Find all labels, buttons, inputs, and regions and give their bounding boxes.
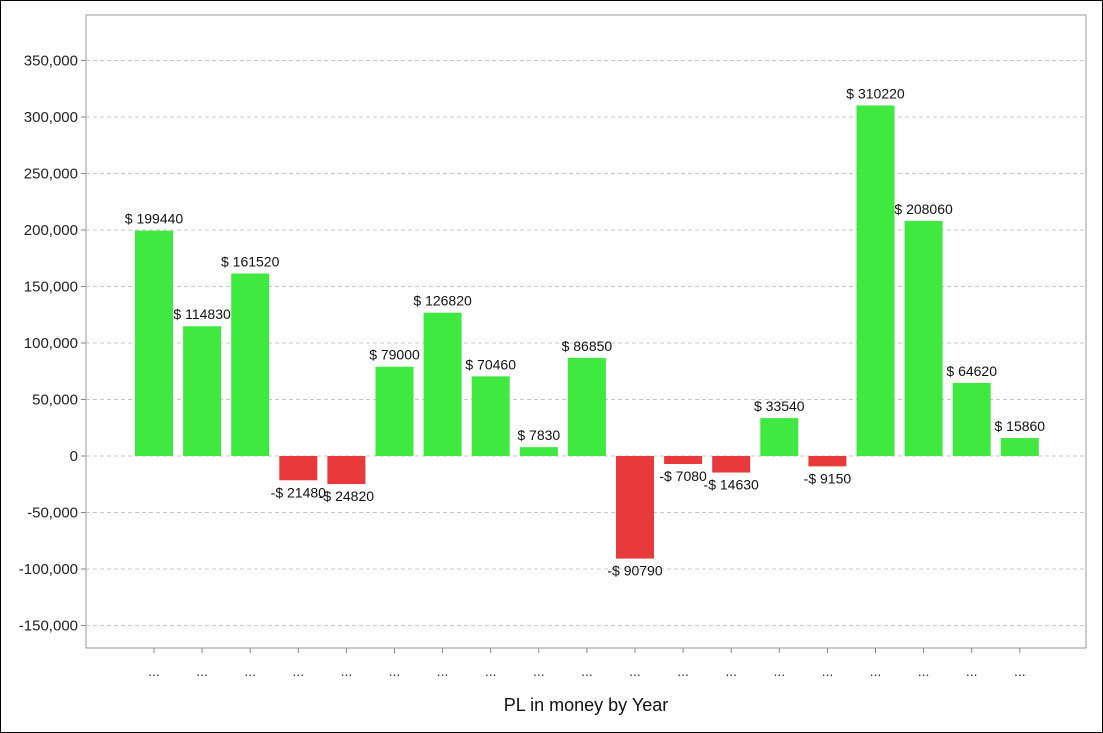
bar-value-label: $ 15860 xyxy=(994,418,1045,434)
bar xyxy=(808,456,847,467)
bar xyxy=(135,230,173,456)
x-category-label: ... xyxy=(341,663,353,679)
bar-value-label: $ 208060 xyxy=(894,201,953,217)
x-category-label: ... xyxy=(677,663,689,679)
bar-value-label: $ 114830 xyxy=(173,306,231,322)
y-tick-label: 250,000 xyxy=(24,166,78,183)
y-tick-label: 200,000 xyxy=(24,222,78,239)
x-category-label: ... xyxy=(292,663,304,679)
bar-value-label: -$ 7080 xyxy=(659,468,707,484)
x-category-label: ... xyxy=(773,663,785,679)
y-axis-ticks: -150,000 -100,000 -50,000 0 50,000 100,000 150… xyxy=(19,53,86,635)
bar xyxy=(471,376,510,456)
x-category-label: ... xyxy=(822,663,834,679)
y-tick-label: 0 xyxy=(70,448,78,465)
bar-value-label: $ 126820 xyxy=(413,293,472,309)
bar-value-label: -$ 90790 xyxy=(607,563,662,579)
bar xyxy=(567,357,606,456)
bar xyxy=(760,418,799,456)
bar-value-label: $ 310220 xyxy=(846,85,905,101)
y-tick-label: 150,000 xyxy=(24,279,78,296)
bar-value-label: $ 86850 xyxy=(562,338,613,354)
bar-value-label: $ 79000 xyxy=(369,347,420,363)
bar xyxy=(856,105,895,456)
y-tick-label: -100,000 xyxy=(19,561,78,578)
bar-value-label: -$ 9150 xyxy=(804,470,852,486)
y-tick-label: 350,000 xyxy=(24,53,78,70)
bar xyxy=(1000,438,1039,456)
y-tick-label: 300,000 xyxy=(24,109,78,126)
y-tick-label: 50,000 xyxy=(32,392,78,409)
bar xyxy=(952,382,991,456)
data-labels: $ 199440 $ 114830 $ 161520 -$ 21480-$ 24820… xyxy=(125,85,1046,578)
x-category-label: ... xyxy=(870,663,882,679)
x-category-label: ... xyxy=(725,663,737,679)
bar xyxy=(664,456,703,465)
bar-value-label: $ 199440 xyxy=(125,211,184,227)
bar-value-label: -$ 14630 xyxy=(704,477,759,493)
x-category-label: ... xyxy=(148,663,160,679)
y-tick-label: -50,000 xyxy=(27,505,78,522)
x-category-label: ... xyxy=(629,663,641,679)
y-tick-label: -150,000 xyxy=(19,618,78,635)
x-category-label: ... xyxy=(389,663,401,679)
x-category-label: ... xyxy=(437,663,449,679)
bar-value-label: $ 33540 xyxy=(754,398,805,414)
bar xyxy=(327,456,366,485)
x-category-label: ... xyxy=(918,663,930,679)
bar xyxy=(279,456,318,481)
x-axis-categories: ........................................… xyxy=(148,648,1026,679)
x-category-label: ... xyxy=(485,663,497,679)
x-category-label: ... xyxy=(196,663,208,679)
bar xyxy=(712,456,751,473)
bar-value-label: $ 7830 xyxy=(517,427,560,443)
bar xyxy=(183,326,222,456)
bar-value-label: $ 70460 xyxy=(465,356,516,372)
bar-value-label: $ 64620 xyxy=(946,363,997,379)
bar xyxy=(904,220,943,456)
bars xyxy=(135,105,1039,559)
x-category-label: ... xyxy=(244,663,256,679)
bar xyxy=(616,456,654,559)
x-category-label: ... xyxy=(581,663,593,679)
x-category-label: ... xyxy=(1014,663,1026,679)
x-category-label: ... xyxy=(533,663,545,679)
bar-value-label: -$ 24820 xyxy=(319,488,374,504)
bar xyxy=(519,447,558,456)
x-axis-title: PL in money by Year xyxy=(504,695,668,715)
x-category-label: ... xyxy=(966,663,978,679)
bar-value-label: $ 161520 xyxy=(221,253,280,269)
bar-value-label: -$ 21480 xyxy=(271,484,326,500)
bar xyxy=(375,366,414,456)
bar xyxy=(423,312,462,456)
bar xyxy=(231,273,270,456)
y-tick-label: 100,000 xyxy=(24,335,78,352)
